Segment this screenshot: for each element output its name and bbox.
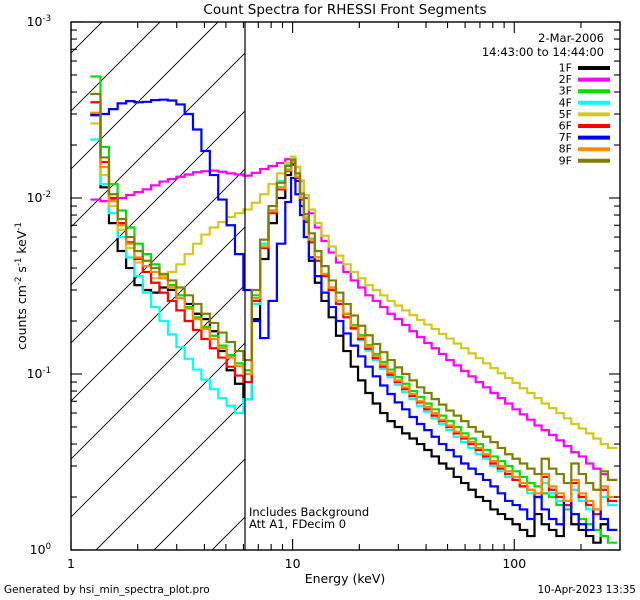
series-line-8f <box>90 111 618 511</box>
y-tick-label: 10-1 <box>27 366 51 381</box>
y-axis-label-exp-3: -1 <box>14 222 24 230</box>
svg-text:counts cm-2 s-1 keV-1: counts cm-2 s-1 keV-1 <box>14 222 29 350</box>
y-axis-label-part-3: keV <box>14 230 29 257</box>
observation-time-range: 14:43:00 to 14:44:00 <box>482 45 604 59</box>
series-line-3f <box>90 75 618 544</box>
y-axis-label-part-1: counts cm <box>14 285 29 350</box>
page-title: Count Spectra for RHESSI Front Segments <box>203 2 486 18</box>
attenuator-note: Att A1, FDecim 0 <box>249 517 346 531</box>
observation-date: 2-Mar-2006 <box>538 31 604 45</box>
background-note: Includes Background <box>249 505 369 519</box>
legend-label-4f: 4F <box>559 96 572 109</box>
legend-label-9f: 9F <box>559 154 572 167</box>
y-axis-label-exp-2: -1 <box>14 258 24 266</box>
svg-text:10-3: 10-3 <box>27 14 51 29</box>
series-line-5f <box>90 122 618 450</box>
svg-text:10-2: 10-2 <box>27 190 51 205</box>
series-line-7f <box>90 98 618 532</box>
series-line-6f <box>90 101 618 516</box>
footer-timestamp: 10-Apr-2023 13:35 <box>537 584 636 596</box>
legend-label-1f: 1F <box>559 62 572 75</box>
x-tick-label: 100 <box>502 556 526 571</box>
series-line-2f <box>90 156 618 482</box>
x-tick-label: 1 <box>67 556 75 571</box>
y-axis-label-part-2: s <box>14 266 29 277</box>
y-tick-label: 10-2 <box>27 190 51 205</box>
x-axis-label: Energy (keV) <box>305 571 386 586</box>
footer-generator: Generated by hsi_min_spectra_plot.pro <box>4 584 210 596</box>
legend-label-8f: 8F <box>559 143 572 156</box>
legend-label-7f: 7F <box>559 131 572 144</box>
svg-text:100: 100 <box>30 542 51 557</box>
y-axis-label-exp-1: -2 <box>14 277 24 285</box>
series-line-9f <box>90 92 618 491</box>
plot-axes: 1 10 100 100 10-1 10-2 10-3 <box>27 14 621 571</box>
series-line-1f <box>90 112 618 544</box>
legend-label-2f: 2F <box>559 73 572 86</box>
legend-label-6f: 6F <box>559 120 572 133</box>
svg-text:10-1: 10-1 <box>27 366 51 381</box>
legend-label-3f: 3F <box>559 85 572 98</box>
y-tick-label: 100 <box>30 542 51 557</box>
y-tick-label: 10-3 <box>27 14 51 29</box>
y-axis-label: counts cm-2 s-1 keV-1 <box>14 222 29 350</box>
x-tick-label: 10 <box>285 556 301 571</box>
spectra-curves <box>90 75 618 544</box>
legend-label-5f: 5F <box>559 108 572 121</box>
